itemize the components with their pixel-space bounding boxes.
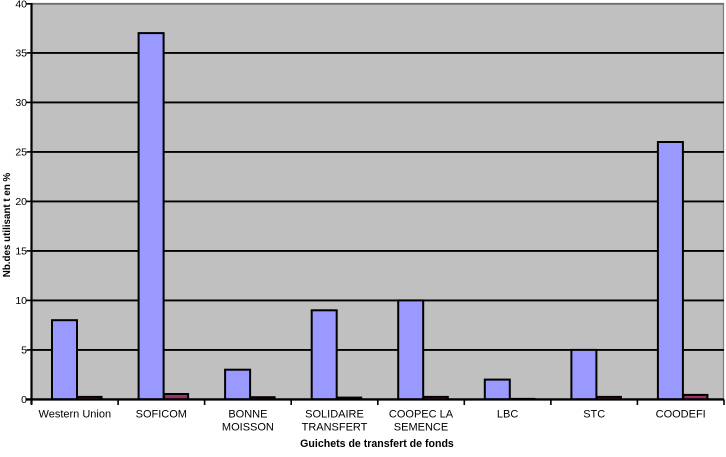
svg-text:10: 10 [15, 295, 27, 307]
svg-text:TRANSFERT: TRANSFERT [302, 422, 368, 434]
svg-text:COODEFI: COODEFI [656, 409, 706, 421]
svg-text:Nb.des utilisant t en %: Nb.des utilisant t en % [2, 172, 13, 277]
svg-text:SOLIDAIRE: SOLIDAIRE [305, 409, 364, 421]
svg-text:SEMENCE: SEMENCE [394, 422, 448, 434]
svg-text:Western Union: Western Union [39, 409, 112, 421]
svg-text:BONNE: BONNE [228, 409, 267, 421]
svg-text:40: 40 [15, 0, 27, 10]
svg-text:LBC: LBC [497, 409, 518, 421]
svg-text:STC: STC [583, 409, 605, 421]
svg-text:20: 20 [15, 196, 27, 208]
svg-text:35: 35 [15, 47, 27, 59]
svg-text:30: 30 [15, 97, 27, 109]
svg-text:SOFICOM: SOFICOM [136, 409, 187, 421]
svg-text:0: 0 [21, 394, 27, 406]
svg-text:25: 25 [15, 146, 27, 158]
svg-text:5: 5 [21, 344, 27, 356]
svg-text:15: 15 [15, 245, 27, 257]
svg-text:Guichets de transfert de fonds: Guichets de transfert de fonds [300, 438, 454, 450]
svg-text:COOPEC LA: COOPEC LA [389, 409, 454, 421]
svg-text:MOISSON: MOISSON [222, 422, 274, 434]
